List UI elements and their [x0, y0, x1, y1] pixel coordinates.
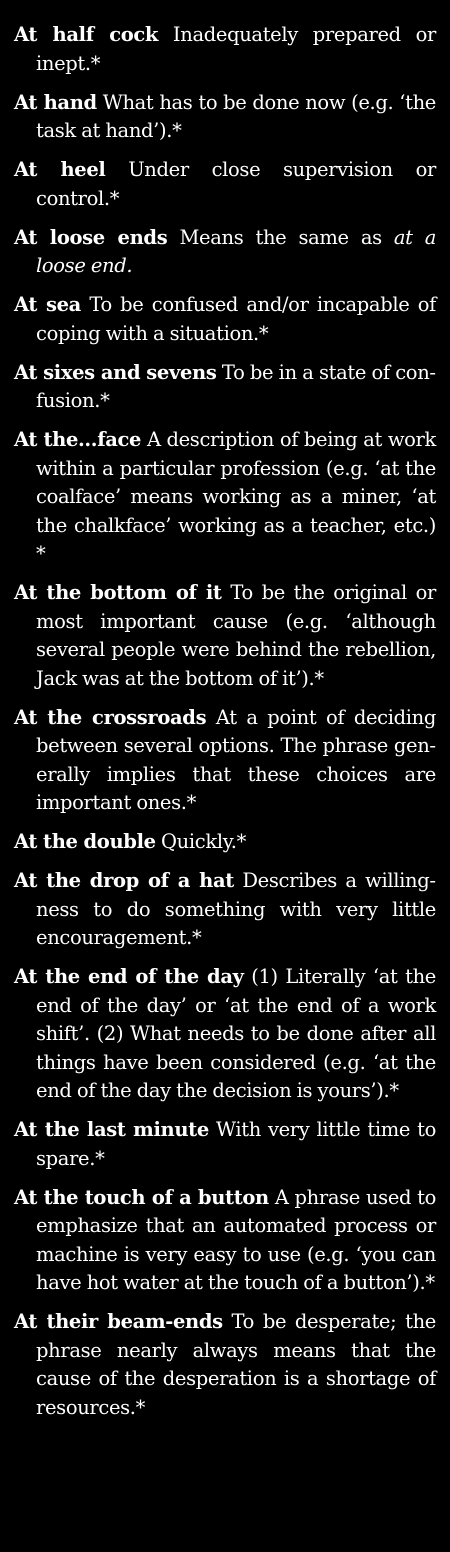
- entry-term: At the last minute: [14, 1118, 209, 1141]
- entry-term: At the bottom of it: [14, 581, 222, 604]
- glossary-entry: At sixes and sevens To be in a state of …: [14, 359, 436, 416]
- entry-definition: To be confused and/or incapable of copin…: [36, 293, 436, 345]
- entry-term: At half cock: [14, 23, 158, 46]
- entry-term: At their beam-ends: [14, 1310, 223, 1333]
- glossary-entry: At hand What has to be done now (e.g. ‘t…: [14, 89, 436, 146]
- glossary-entry: At their beam-ends To be desperate; the …: [14, 1308, 436, 1422]
- entry-term: At sea: [14, 293, 81, 316]
- entry-term: At the drop of a hat: [14, 869, 234, 892]
- entry-term: At the crossroads: [14, 706, 206, 729]
- glossary-entry: At sea To be confused and/or incapable o…: [14, 291, 436, 348]
- entry-term: At sixes and sevens: [14, 361, 216, 384]
- entry-term: At heel: [14, 158, 105, 181]
- entry-definition: Quickly.*: [161, 830, 246, 853]
- glossary-entry: At loose ends Means the same as at a loo…: [14, 224, 436, 281]
- entry-term: At the touch of a button: [14, 1186, 269, 1209]
- entry-term: At loose ends: [14, 226, 167, 249]
- glossary-list: At half cock Inadequately prepared or in…: [14, 21, 436, 1422]
- glossary-entry: At the…face A description of being at wo…: [14, 426, 436, 569]
- glossary-entry: At the bottom of it To be the original o…: [14, 579, 436, 693]
- entry-term: At hand: [14, 91, 97, 114]
- glossary-entry: At heel Under close supervision or contr…: [14, 156, 436, 213]
- glossary-entry: At the end of the day (1) Literally ‘at …: [14, 963, 436, 1106]
- glossary-entry: At the drop of a hat Describes a willing…: [14, 867, 436, 953]
- entry-term: At the double: [14, 830, 156, 853]
- glossary-entry: At the touch of a button A phrase used t…: [14, 1184, 436, 1298]
- glossary-entry: At the last minute With very little time…: [14, 1116, 436, 1173]
- entry-term: At the…face: [14, 428, 141, 451]
- entry-definition: Means the same as: [179, 226, 381, 249]
- entry-term: At the end of the day: [14, 965, 244, 988]
- glossary-entry: At the double Quickly.*: [14, 828, 436, 857]
- glossary-entry: At the crossroads At a point of deciding…: [14, 704, 436, 818]
- glossary-entry: At half cock Inadequately prepared or in…: [14, 21, 436, 78]
